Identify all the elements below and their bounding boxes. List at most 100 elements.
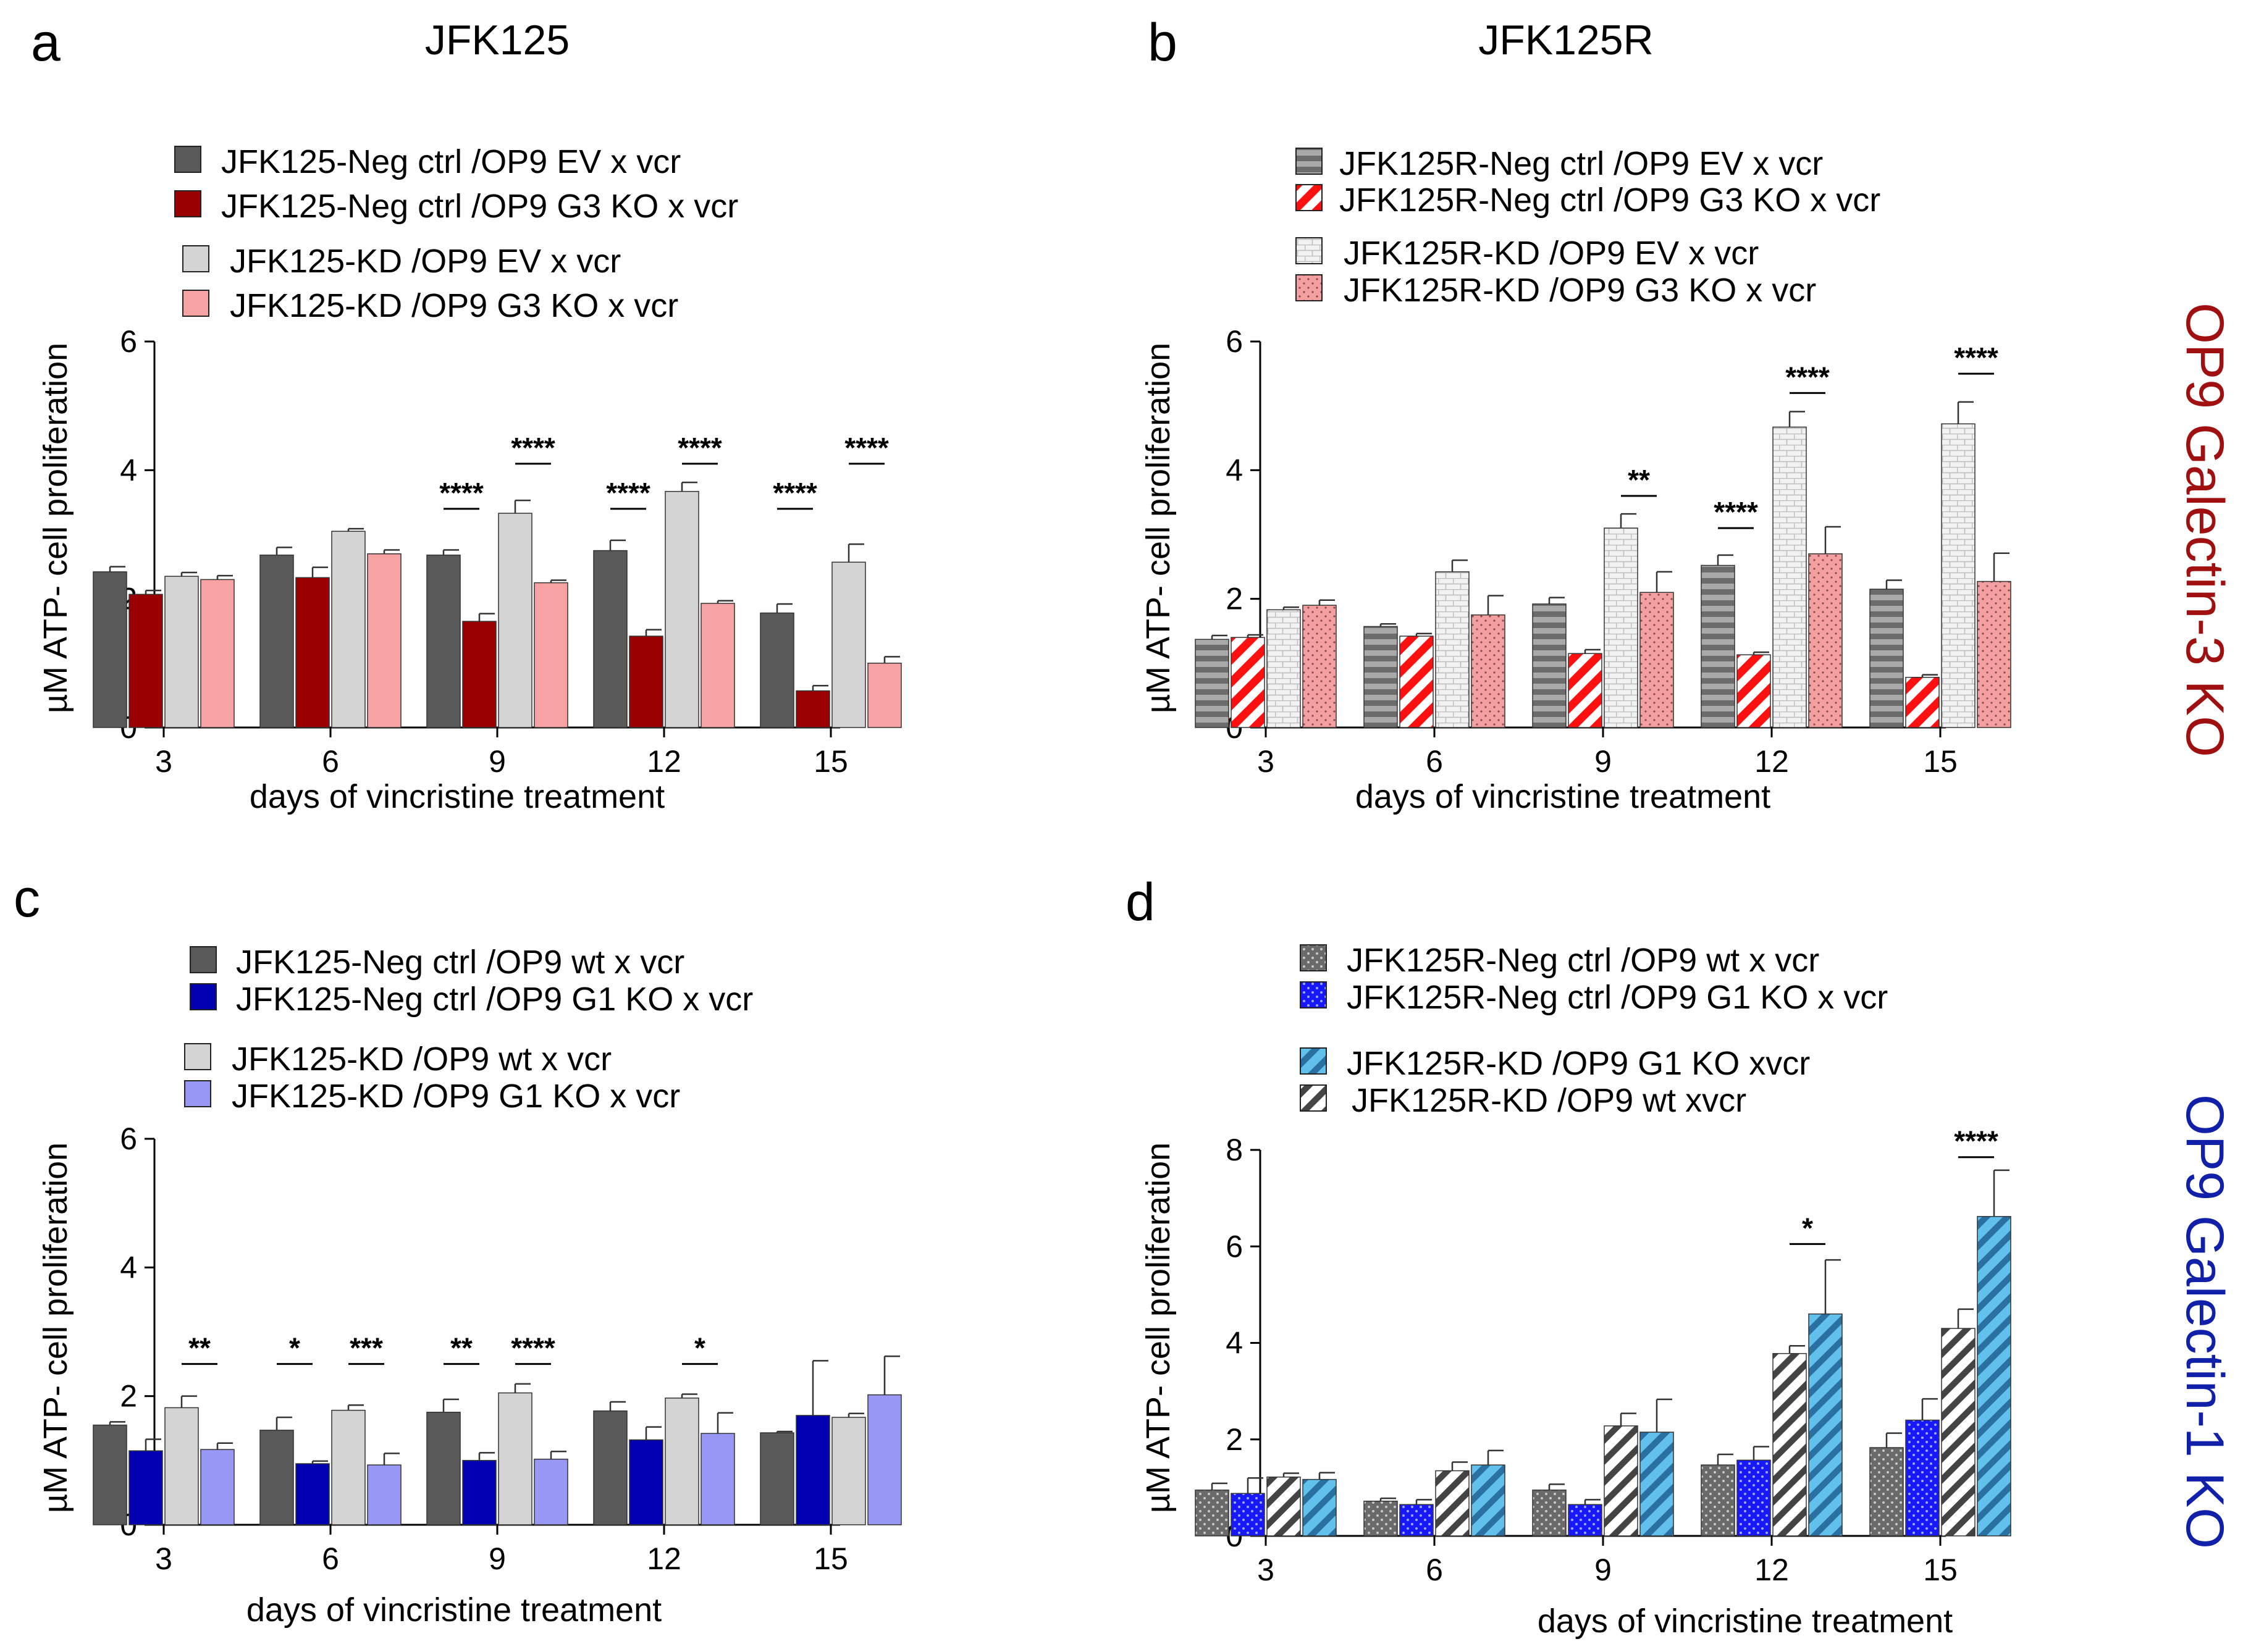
legend-label: JFK125-KD /OP9 wt x vcr xyxy=(232,1041,612,1078)
bar xyxy=(867,1394,902,1525)
legend-swatch xyxy=(1295,237,1323,264)
bar xyxy=(1736,1459,1771,1537)
bar xyxy=(665,490,699,728)
bar xyxy=(1869,1447,1904,1537)
panel-c-legend: JFK125-Neg ctrl /OP9 wt x vcr JFK125-Neg… xyxy=(184,944,753,1115)
significance-label: **** xyxy=(773,477,817,509)
legend-label: JFK125-Neg ctrl /OP9 G3 KO x vcr xyxy=(221,188,738,225)
bar xyxy=(1639,1432,1674,1537)
bar xyxy=(93,1424,127,1525)
y-tick-label: 4 xyxy=(1226,1326,1243,1361)
x-tick-label: 6 xyxy=(1426,744,1443,779)
bar xyxy=(164,576,199,728)
bar xyxy=(462,621,497,728)
bar xyxy=(367,553,402,728)
panel-d-plot: 024683691215***** xyxy=(1195,1125,2011,1587)
bar xyxy=(701,603,735,728)
x-tick-label: 15 xyxy=(1923,744,1958,779)
bar xyxy=(796,690,830,728)
x-tick-label: 6 xyxy=(322,744,339,779)
panel-b-xlabel: days of vincristine treatment xyxy=(1355,778,1770,815)
bar xyxy=(1604,1425,1638,1537)
y-tick-label: 4 xyxy=(1226,453,1243,487)
side-label-galectin-3: OP9 Galectin-3 KO xyxy=(2175,303,2234,757)
legend-swatch xyxy=(1300,1047,1327,1075)
panel-a-legend: JFK125-Neg ctrl /OP9 EV x vcr JFK125-Neg… xyxy=(174,143,738,324)
panel-b-title: JFK125R xyxy=(1478,17,1653,64)
bar xyxy=(534,582,568,728)
bar xyxy=(1399,635,1434,728)
legend-label: JFK125R-KD /OP9 wt xvcr xyxy=(1352,1082,1746,1119)
bar xyxy=(498,1392,532,1525)
bar xyxy=(331,530,366,728)
bar xyxy=(1941,423,1976,728)
legend-swatch xyxy=(184,1043,211,1070)
x-tick-label: 9 xyxy=(1594,744,1612,779)
y-tick-label: 8 xyxy=(1226,1133,1243,1167)
bar xyxy=(593,550,628,728)
panel-d: d JFK125R-Neg ctrl /OP9 wt x vcr JFK125R… xyxy=(1126,873,2011,1640)
legend-swatch xyxy=(184,1080,211,1107)
legend-swatch xyxy=(1295,184,1323,211)
significance-label: **** xyxy=(1954,1125,1998,1157)
bar xyxy=(1363,626,1398,728)
legend-label: JFK125-Neg ctrl /OP9 G1 KO x vcr xyxy=(236,981,753,1018)
legend-label: JFK125-KD /OP9 EV x vcr xyxy=(230,243,621,280)
significance-label: ** xyxy=(188,1332,211,1364)
bar xyxy=(1302,1478,1337,1537)
bar xyxy=(1772,426,1807,728)
panel-a: a JFK125 JFK125-Neg ctrl /OP9 EV x vcr J… xyxy=(31,13,902,815)
legend-swatch xyxy=(182,245,209,272)
bar xyxy=(498,513,532,728)
bar xyxy=(367,1464,402,1525)
y-tick-label: 6 xyxy=(1226,1229,1243,1264)
bar xyxy=(1701,1464,1735,1537)
bar xyxy=(629,635,663,728)
bar xyxy=(796,1415,830,1525)
bar xyxy=(1808,553,1843,728)
x-tick-label: 12 xyxy=(1754,744,1789,779)
bar xyxy=(259,1430,294,1525)
legend-swatch xyxy=(1300,1084,1327,1112)
bar xyxy=(259,555,294,728)
bar xyxy=(665,1398,699,1525)
legend-swatch xyxy=(1300,944,1327,971)
bar xyxy=(593,1410,628,1525)
bar xyxy=(1435,1470,1470,1537)
x-tick-label: 12 xyxy=(1754,1553,1789,1587)
significance-label: **** xyxy=(678,432,722,464)
x-tick-label: 12 xyxy=(647,1541,681,1576)
panel-b-legend: JFK125R-Neg ctrl /OP9 EV x vcr JFK125R-N… xyxy=(1295,145,1880,309)
x-tick-label: 6 xyxy=(1426,1553,1443,1587)
bar xyxy=(1568,653,1602,728)
bar xyxy=(1869,589,1904,728)
bar xyxy=(1701,564,1735,728)
bar xyxy=(701,1433,735,1525)
x-tick-label: 3 xyxy=(155,744,172,779)
bar xyxy=(1266,1476,1301,1537)
panel-d-ylabel: µM ATP- cell proliferation xyxy=(1140,1143,1177,1513)
legend-label: JFK125R-Neg ctrl /OP9 G1 KO x vcr xyxy=(1347,979,1888,1016)
panel-a-xlabel: days of vincristine treatment xyxy=(250,778,665,815)
y-tick-label: 6 xyxy=(1226,324,1243,359)
panel-a-title: JFK125 xyxy=(425,17,570,64)
legend-label: JFK125-KD /OP9 G1 KO x vcr xyxy=(232,1078,680,1115)
panel-c-ylabel: µM ATP- cell proliferation xyxy=(37,1143,74,1513)
significance-label: * xyxy=(289,1332,300,1364)
panel-d-legend: JFK125R-Neg ctrl /OP9 wt x vcr JFK125R-N… xyxy=(1300,942,1888,1119)
bar xyxy=(164,1407,199,1525)
significance-label: **** xyxy=(1954,342,1998,374)
significance-label: * xyxy=(694,1332,705,1364)
bar xyxy=(1471,1464,1505,1537)
x-tick-label: 15 xyxy=(1923,1553,1958,1587)
legend-label: JFK125R-KD /OP9 G1 KO xvcr xyxy=(1347,1045,1810,1082)
legend-label: JFK125R-Neg ctrl /OP9 wt x vcr xyxy=(1347,942,1819,979)
panel-b-ylabel: µM ATP- cell proliferation xyxy=(1140,343,1177,713)
x-tick-label: 15 xyxy=(814,1541,848,1576)
legend-label: JFK125R-KD /OP9 EV x vcr xyxy=(1344,235,1759,272)
legend-label: JFK125R-KD /OP9 G3 KO x vcr xyxy=(1344,272,1816,309)
x-tick-label: 9 xyxy=(489,1541,506,1576)
legend-label: JFK125-Neg ctrl /OP9 wt x vcr xyxy=(236,944,684,981)
